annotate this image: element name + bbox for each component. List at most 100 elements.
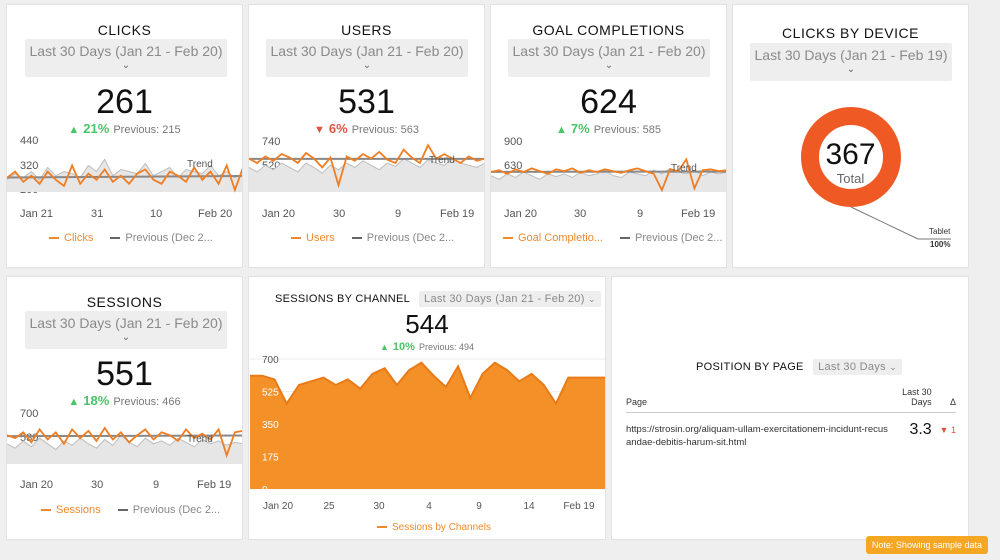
sessions-value: 551 (96, 355, 153, 393)
clicks-comparison: ▲ 21% Previous: 215 (7, 121, 242, 136)
users-legend[interactable]: Users Previous (Dec 2... (291, 232, 454, 244)
sessions-range-label: Last 30 Days (Jan 21 - Feb 20) (29, 315, 223, 331)
goal-previous: Previous: 585 (593, 124, 661, 136)
users-current-line[interactable] (249, 143, 485, 189)
position-row-page[interactable]: https://strosin.org/aliquam-ullam-exerci… (626, 424, 888, 448)
clicks-xtick-3: Feb 20 (198, 208, 233, 220)
users-previous-line (249, 157, 484, 174)
channel-legend[interactable]: Sessions by Channels (377, 522, 491, 533)
channel-title: SESSIONS BY CHANNEL (275, 293, 410, 305)
sessions-legend[interactable]: Sessions Previous (Dec 2... (41, 504, 220, 516)
channel-range-select[interactable]: Last 30 Days (Jan 21 - Feb 20) ⌄ (419, 291, 601, 307)
channel-xtick: Feb 19 (563, 501, 595, 512)
goal-range-select[interactable]: Last 30 Days (Jan 21 - Feb 20) ⌄ (508, 39, 710, 77)
sessions-trend-label: Trend (187, 434, 213, 445)
chevron-down-icon: ⌄ (846, 64, 856, 75)
users-line-chart (249, 143, 485, 192)
goal-previous-line (491, 167, 726, 180)
position-card: POSITION BY PAGE Last 30 Days ⌄ Page Las… (611, 276, 969, 540)
goal-ytick-0: 900 (504, 136, 523, 148)
sessions-legend-current: Sessions (56, 504, 101, 516)
goal-legend-previous: Previous (Dec 2... (635, 232, 723, 244)
goal-line-chart (491, 157, 727, 193)
position-col-delta[interactable]: Δ (949, 397, 956, 407)
chevron-down-icon: ⌄ (588, 294, 596, 304)
goal-title: GOAL COMPLETIONS (532, 22, 685, 38)
chevron-down-icon: ⌄ (889, 362, 898, 372)
clicks-legend[interactable]: Clicks Previous (Dec 2... (49, 232, 213, 244)
triangle-down-icon: ▼ (314, 124, 325, 136)
channel-xtick: 9 (476, 501, 482, 512)
triangle-up-icon: ▲ (68, 124, 80, 136)
users-legend-previous: Previous (Dec 2... (366, 232, 455, 244)
channel-change: 10% (392, 341, 415, 353)
channel-ytick: 175 (262, 453, 279, 464)
channel-xtick: Jan 20 (263, 501, 293, 512)
triangle-up-icon: ▲ (68, 396, 80, 408)
users-xtick-1: 30 (333, 208, 346, 220)
device-range-select[interactable]: Last 30 Days (Jan 21 - Feb 19) ⌄ (750, 43, 952, 81)
users-range-select[interactable]: Last 30 Days (Jan 21 - Feb 20) ⌄ (266, 39, 468, 77)
position-table: Page Last 30 Days Δ https://strosin.org/… (626, 387, 956, 449)
clicks-current-line[interactable] (7, 163, 243, 193)
device-title: CLICKS BY DEVICE (782, 25, 919, 41)
sessions-line-chart (7, 426, 243, 464)
channel-previous: Previous: 494 (418, 342, 474, 352)
sessions-xtick-0: Jan 20 (20, 479, 54, 491)
goal-legend[interactable]: Goal Completio... Previous (Dec 2... (503, 232, 722, 244)
sessions-legend-previous: Previous (Dec 2... (132, 504, 221, 516)
sessions-current-line[interactable] (7, 426, 243, 459)
sessions-ytick-0: 700 (20, 408, 39, 420)
position-col-page[interactable]: Page (626, 397, 648, 407)
channel-xtick: 14 (523, 501, 535, 512)
device-card: CLICKS BY DEVICE Last 30 Days (Jan 21 - … (732, 4, 969, 268)
channel-comparison: ▲ 10% Previous: 494 (249, 341, 605, 353)
device-range-label: Last 30 Days (Jan 21 - Feb 19) (754, 47, 948, 63)
device-total-value: 367 (825, 138, 876, 171)
users-legend-current: Users (306, 232, 335, 244)
goal-card: GOAL COMPLETIONS Last 30 Days (Jan 21 - … (490, 4, 727, 268)
goal-value: 624 (580, 83, 637, 121)
device-slice-label: Tablet (929, 227, 951, 236)
sessions-comparison: ▲ 18% Previous: 466 (7, 393, 242, 408)
channel-ytick: 0 (262, 485, 268, 496)
users-previous-area (249, 158, 484, 192)
clicks-range-select[interactable]: Last 30 Days (Jan 21 - Feb 20) ⌄ (25, 39, 227, 77)
position-title: POSITION BY PAGE (696, 361, 804, 373)
position-header: POSITION BY PAGE Last 30 Days ⌄ (696, 359, 903, 375)
clicks-previous: Previous: 215 (113, 124, 181, 136)
channel-xtick: 4 (426, 501, 432, 512)
sessions-previous: Previous: 466 (113, 396, 181, 408)
goal-xtick-1: 30 (574, 208, 587, 220)
goal-legend-current: Goal Completio... (518, 232, 603, 244)
clicks-card: CLICKS Last 30 Days (Jan 21 - Feb 20) ⌄ … (6, 4, 243, 268)
goal-xtick-0: Jan 20 (504, 208, 538, 220)
users-change: 6% (328, 121, 348, 136)
sessions-range-select[interactable]: Last 30 Days (Jan 21 - Feb 20) ⌄ (25, 311, 227, 349)
users-xtick-0: Jan 20 (262, 208, 296, 220)
clicks-xtick-0: Jan 21 (20, 208, 54, 220)
position-range-select[interactable]: Last 30 Days ⌄ (813, 359, 903, 375)
device-slice-leader (850, 206, 951, 240)
channel-xtick: 30 (373, 501, 385, 512)
users-previous: Previous: 563 (351, 124, 419, 136)
channel-header: SESSIONS BY CHANNEL Last 30 Days (Jan 21… (275, 291, 601, 307)
goal-comparison: ▲ 7% Previous: 585 (491, 121, 726, 136)
channel-line (250, 361, 605, 406)
channel-area[interactable] (250, 362, 605, 489)
goal-current-line[interactable] (491, 157, 727, 193)
device-slice-tablet[interactable] (801, 107, 901, 207)
sessions-card: SESSIONS Last 30 Days (Jan 21 - Feb 20) … (6, 276, 243, 540)
sessions-xtick-3: Feb 19 (197, 479, 232, 491)
clicks-xtick-1: 31 (91, 208, 104, 220)
position-col-days[interactable]: Last 30 Days (902, 387, 932, 407)
position-row-delta: ▼ 1 (932, 413, 956, 450)
goal-xtick-2: 9 (637, 208, 644, 220)
users-ytick-0: 740 (262, 136, 281, 148)
sample-data-note: Note: Showing sample data (865, 536, 988, 554)
channel-ytick: 350 (262, 420, 279, 431)
clicks-title: CLICKS (97, 22, 152, 38)
table-row: https://strosin.org/aliquam-ullam-exerci… (626, 413, 956, 450)
sessions-xtick-1: 30 (91, 479, 104, 491)
goal-xtick-3: Feb 19 (681, 208, 716, 220)
